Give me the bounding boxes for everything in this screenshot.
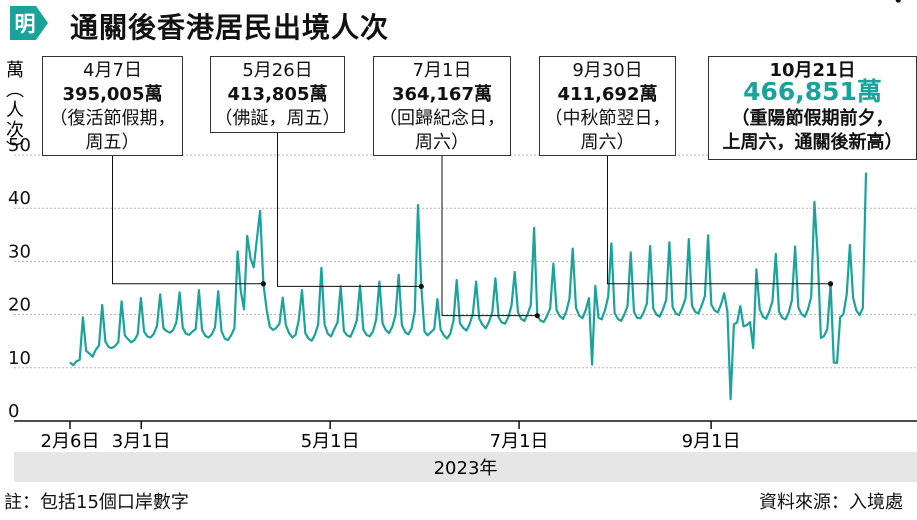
callout-box <box>373 56 511 156</box>
callout-text: 10月21日 <box>769 60 855 81</box>
chart-title: 通關後香港居民出境人次 <box>70 11 390 44</box>
year-label: 2023年 <box>434 458 498 479</box>
callout-text: 周六） <box>581 132 635 153</box>
callout-text: （佛誕，周五） <box>215 108 341 129</box>
callout-value: 411,692萬 <box>558 84 658 105</box>
leader-line <box>112 156 264 285</box>
callout-text: 周六） <box>415 132 469 153</box>
year-band <box>14 452 917 482</box>
callout-text: （復活節假期， <box>50 108 176 129</box>
annotated-point <box>895 0 901 3</box>
callout-text: 5月26日 <box>242 60 312 81</box>
y-tick-label: 40 <box>8 188 31 209</box>
footnote: 註：包括15個口岸數字 <box>4 492 189 513</box>
callout-text: （中秋節翌日， <box>545 108 671 129</box>
leader-line <box>277 133 422 287</box>
callout-box <box>708 56 917 160</box>
annotated-point <box>827 281 834 287</box>
series-line <box>69 172 868 401</box>
callout-value: 364,167萬 <box>392 84 492 105</box>
y-axis-label-char: 人 <box>6 100 24 121</box>
callout-box <box>539 56 676 156</box>
y-tick-label: 20 <box>8 295 31 316</box>
callout-text: 9月30日 <box>572 60 642 81</box>
x-tick-label: 3月1日 <box>112 431 171 452</box>
callout-2: 5月26日 413,805萬 （佛誕，周五） <box>210 56 424 290</box>
logo-text: 明 <box>15 12 36 36</box>
callout-text: 7月1日 <box>413 60 472 81</box>
y-axis-label-char: 萬 <box>6 60 24 81</box>
y-axis-label-char: ︶ <box>6 140 24 161</box>
y-tick-label: 50 <box>8 135 31 156</box>
callout-value: 466,851萬 <box>743 77 882 106</box>
y-tick-label: 10 <box>8 348 31 369</box>
callout-text: （重陽節假期前夕， <box>732 107 894 129</box>
annotated-point <box>260 281 266 287</box>
callout-text: （回歸紀念日， <box>379 107 505 129</box>
y-tick-label: 30 <box>8 241 31 262</box>
callout-box <box>42 56 183 156</box>
ming-pao-logo: 明 <box>10 6 48 40</box>
x-tick-label: 2月6日 <box>41 431 100 452</box>
x-tick-label: 9月1日 <box>682 431 741 452</box>
y-axis-label-char: ︵ <box>6 80 24 101</box>
callout-text: 周五） <box>86 132 140 153</box>
callout-box <box>210 56 345 133</box>
callout-text: 上周六，通關後新高） <box>723 131 903 153</box>
annotated-point <box>534 313 540 319</box>
leader-line <box>441 156 538 317</box>
callout-value: 395,005萬 <box>63 84 163 105</box>
callout-4: 9月30日 411,692萬 （中秋節翌日， 周六） <box>539 56 834 287</box>
leader-line <box>607 156 831 285</box>
annotated-point <box>418 283 424 290</box>
callout-3: 7月1日 364,167萬（回歸紀念日， 周六） <box>373 56 540 319</box>
callout-1: 4月7日 395,005萬 （復活節假期， 周五） <box>42 56 266 287</box>
callout-text: 4月7日 <box>83 60 142 81</box>
source-note: 資料來源：入境處 <box>759 492 903 513</box>
y-axis-label-char: 次 <box>6 120 24 141</box>
y-tick-label: 0 <box>8 401 19 422</box>
x-tick-label: 7月1日 <box>490 431 549 452</box>
callout-value: 413,805萬 <box>228 84 328 105</box>
x-tick-label: 5月1日 <box>301 431 360 452</box>
